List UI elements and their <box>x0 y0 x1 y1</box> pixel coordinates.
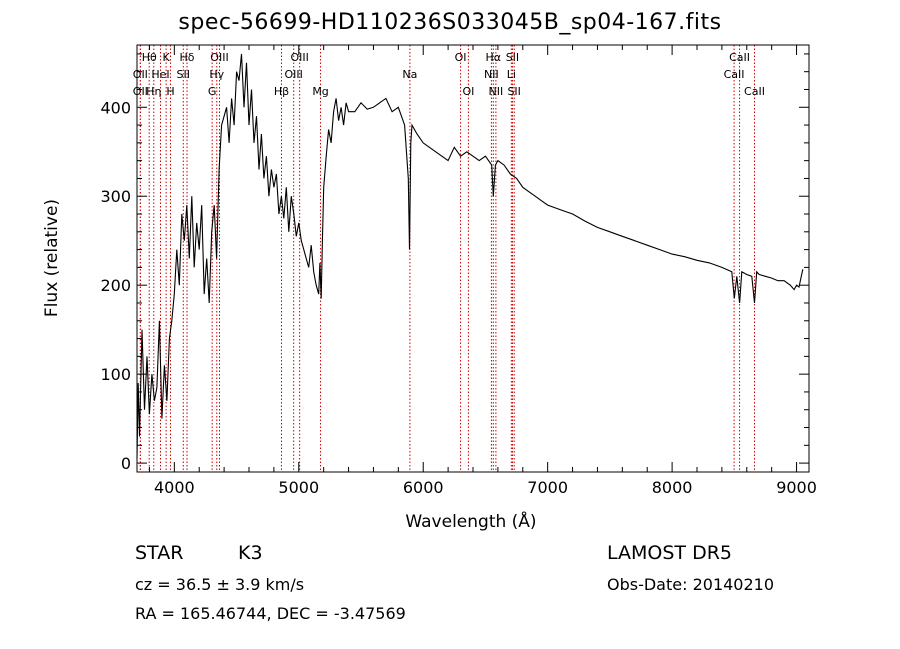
redshift-velocity: cz = 36.5 ± 3.9 km/s <box>135 575 305 594</box>
line-marker-label: CaII <box>744 85 765 98</box>
line-marker-label: OIII <box>290 51 308 64</box>
line-marker-label: CaII <box>724 68 745 81</box>
line-markers <box>139 45 755 472</box>
line-marker-label: NII <box>484 68 499 81</box>
marker-labels: Hθ OII OII K HeI Hη H Hδ SII OIII Hγ G OIII OIII Hβ Mg N… <box>133 51 765 98</box>
line-marker-label: G <box>208 85 217 98</box>
coordinates: RA = 165.46744, DEC = -3.47569 <box>135 604 406 623</box>
line-marker-label: OIII <box>210 51 228 64</box>
line-marker-label: Hγ <box>209 68 224 81</box>
spectrum-series <box>136 53 804 459</box>
survey-name: LAMOST DR5 <box>607 542 732 564</box>
line-marker-label: Hβ <box>274 85 289 98</box>
line-marker-label: CaII <box>729 51 750 64</box>
spectral-subclass: K3 <box>238 542 263 564</box>
x-tick-label: 4000 <box>154 478 195 497</box>
line-marker-label: SII <box>507 85 520 98</box>
line-marker-label: K <box>163 51 171 64</box>
axes: 4000 5000 6000 7000 8000 9000 0 100 200 300 400 <box>100 45 817 497</box>
y-tick-label: 300 <box>100 187 131 206</box>
plot-frame <box>136 44 810 473</box>
line-marker-label: Li <box>507 68 516 81</box>
line-marker-label: OII <box>133 85 148 98</box>
y-tick-label: 200 <box>100 276 131 295</box>
x-tick-label: 7000 <box>527 478 568 497</box>
line-marker-label: SII <box>506 51 519 64</box>
x-tick-label: 5000 <box>278 478 319 497</box>
line-marker-label: SII <box>177 68 190 81</box>
object-class: STAR <box>135 542 184 564</box>
line-marker-label: Mg <box>312 85 328 98</box>
line-marker-label: Hα <box>486 51 502 64</box>
line-marker-label: Hθ <box>142 51 157 64</box>
y-tick-label: 100 <box>100 365 131 384</box>
line-marker-label: OII <box>133 68 148 81</box>
y-tick-label: 400 <box>100 98 131 117</box>
line-marker-label: HeI <box>151 68 169 81</box>
chart-title: spec-56699-HD110236S033045B_sp04-167.fit… <box>178 10 722 35</box>
line-marker-label: Hδ <box>180 51 195 64</box>
x-axis-label: Wavelength (Å) <box>405 512 537 532</box>
line-marker-label: H <box>166 85 174 98</box>
y-tick-label: 0 <box>121 454 131 473</box>
line-marker-label: Hη <box>146 85 161 98</box>
spectrum-line <box>136 53 804 459</box>
x-tick-label: 9000 <box>776 478 817 497</box>
line-marker-label: OIII <box>284 68 302 81</box>
y-axis-label: Flux (relative) <box>42 198 62 318</box>
x-tick-label: 8000 <box>652 478 693 497</box>
line-marker-label: OI <box>462 85 474 98</box>
observation-date: Obs-Date: 20140210 <box>607 575 775 594</box>
line-marker-label: NII <box>489 85 504 98</box>
x-tick-label: 6000 <box>403 478 444 497</box>
line-marker-label: Na <box>402 68 417 81</box>
line-marker-label: OI <box>455 51 467 64</box>
